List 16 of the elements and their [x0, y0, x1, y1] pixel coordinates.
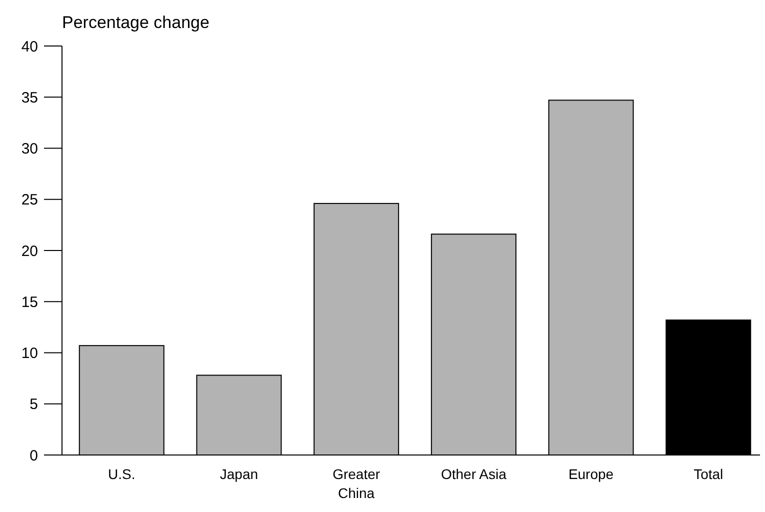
y-tick-label: 20 — [21, 242, 38, 260]
y-tick-label: 30 — [21, 140, 38, 158]
x-tick-label: Total — [694, 466, 724, 482]
y-tick-label: 25 — [21, 192, 38, 209]
y-tick-label: 35 — [21, 89, 38, 106]
x-tick-label: Other Asia — [440, 466, 507, 482]
x-tick-label: U.S. — [108, 466, 136, 482]
y-tick-label: 10 — [21, 345, 38, 362]
y-tick-label: 0 — [30, 447, 38, 464]
x-tick-label: Europe — [568, 466, 614, 482]
x-tick-label: Japan — [220, 466, 258, 482]
x-tick-label: Greater China — [332, 466, 380, 501]
chart-title: Percentage change — [62, 13, 210, 32]
y-tick-label: 5 — [30, 396, 38, 414]
y-tick-label: 40 — [21, 38, 38, 56]
y-tick-label: 15 — [21, 294, 38, 311]
